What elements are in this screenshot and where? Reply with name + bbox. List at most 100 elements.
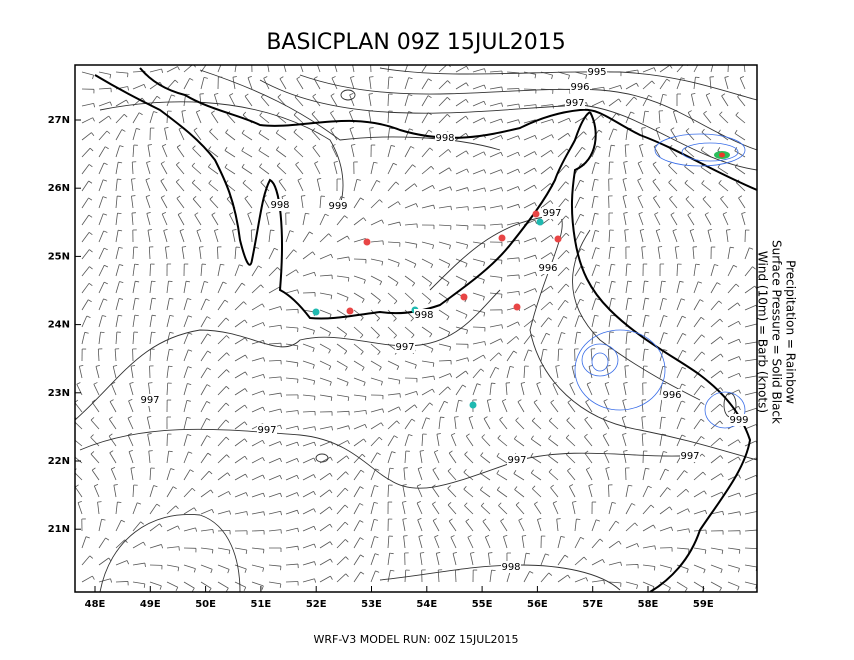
wind-barb bbox=[115, 129, 123, 141]
wind-barb bbox=[536, 383, 542, 396]
wind-barb-tick bbox=[702, 471, 706, 476]
wind-barb-tick bbox=[483, 312, 486, 317]
contour-label: 998 bbox=[414, 310, 433, 321]
wind-barb-tick bbox=[701, 128, 705, 133]
wind-barb-tick bbox=[118, 246, 123, 249]
wind-barb-tick bbox=[296, 492, 299, 497]
wind-barb bbox=[244, 95, 253, 107]
wind-barb bbox=[655, 230, 661, 243]
wind-barb-tick bbox=[518, 103, 520, 109]
wind-barb bbox=[109, 452, 117, 464]
wind-barb bbox=[370, 408, 383, 413]
wind-barb-tick bbox=[432, 185, 435, 190]
wind-barb bbox=[421, 275, 432, 284]
wind-barb bbox=[260, 182, 270, 192]
wind-barbs bbox=[75, 65, 757, 592]
wind-barb bbox=[472, 275, 485, 281]
wind-barb bbox=[234, 337, 246, 345]
wind-barb bbox=[224, 167, 236, 175]
wind-barb-tick bbox=[663, 349, 668, 352]
wind-barb bbox=[132, 145, 135, 158]
wind-barb bbox=[539, 366, 542, 379]
wind-barb-tick bbox=[663, 451, 668, 453]
wind-barb bbox=[514, 438, 525, 447]
wind-barb-tick bbox=[588, 483, 593, 486]
wind-barb bbox=[115, 99, 127, 107]
wind-barb bbox=[370, 422, 382, 430]
wind-barb bbox=[710, 282, 718, 294]
wind-barb bbox=[489, 118, 502, 124]
wind-barb-tick bbox=[151, 280, 156, 282]
wind-barb-tick bbox=[103, 247, 108, 251]
wind-barb-tick bbox=[296, 510, 300, 515]
wind-barb bbox=[421, 65, 428, 73]
wind-barb-tick bbox=[313, 491, 316, 496]
wind-barb bbox=[738, 197, 746, 209]
x-tick-label: 57E bbox=[582, 599, 603, 610]
wind-barb bbox=[557, 574, 568, 583]
wind-barb-tick bbox=[688, 528, 690, 533]
wind-barb-tick bbox=[656, 228, 661, 231]
wind-barb-tick bbox=[598, 129, 603, 133]
contour-label: 998 bbox=[501, 562, 520, 573]
wind-barb-tick bbox=[675, 246, 680, 248]
wind-barb bbox=[710, 581, 722, 589]
wind-barb-tick bbox=[416, 501, 421, 504]
wind-barb bbox=[81, 71, 94, 76]
wind-barb bbox=[131, 179, 134, 192]
wind-barb bbox=[552, 383, 559, 396]
wind-barb-tick bbox=[344, 215, 348, 219]
wind-barb bbox=[523, 349, 529, 362]
wind-barb-tick bbox=[410, 146, 415, 149]
wind-barb-tick bbox=[432, 518, 437, 521]
wind-barb bbox=[659, 65, 671, 73]
wind-barb bbox=[331, 146, 338, 158]
wind-barb-tick bbox=[330, 127, 335, 131]
wind-barb-tick bbox=[720, 473, 724, 478]
wind-barb-tick bbox=[409, 128, 414, 131]
wind-barb-tick bbox=[719, 587, 722, 592]
wind-barb bbox=[673, 111, 678, 124]
wind-barb bbox=[489, 187, 502, 192]
wind-barb-tick bbox=[737, 586, 740, 591]
wind-barb-tick bbox=[312, 330, 315, 335]
wind-barb bbox=[641, 417, 644, 430]
wind-barb-tick bbox=[584, 433, 588, 438]
wind-barb bbox=[175, 164, 185, 175]
wind-barb bbox=[353, 197, 361, 209]
wind-barb-tick bbox=[168, 365, 173, 368]
wind-barb bbox=[500, 520, 508, 532]
wind-barb-tick bbox=[289, 230, 294, 233]
wind-barb bbox=[693, 418, 702, 430]
wind-barb bbox=[90, 453, 100, 464]
wind-barb bbox=[693, 402, 702, 413]
wind-barb-tick bbox=[689, 228, 695, 232]
wind-barb-tick bbox=[432, 388, 435, 393]
wind-barb bbox=[719, 114, 729, 124]
contour-label: 996 bbox=[538, 263, 557, 274]
wind-barb bbox=[293, 131, 304, 141]
wind-barb-tick bbox=[263, 357, 266, 362]
wind-barb bbox=[285, 425, 298, 430]
wind-barb bbox=[336, 504, 346, 515]
wind-barb bbox=[622, 434, 627, 447]
wind-barb bbox=[472, 341, 485, 345]
wind-barb bbox=[98, 130, 108, 141]
wind-barb-tick bbox=[653, 195, 657, 199]
wind-barb-tick bbox=[191, 179, 196, 184]
wind-barb bbox=[81, 315, 88, 328]
wind-barb-tick bbox=[444, 400, 449, 404]
wind-barb-tick bbox=[738, 456, 741, 461]
wind-barb-tick bbox=[279, 441, 282, 446]
wind-barb-tick bbox=[417, 466, 423, 470]
wind-barb-tick bbox=[330, 575, 333, 580]
wind-barb-tick bbox=[206, 418, 211, 421]
wind-barb bbox=[659, 487, 668, 498]
wind-barb bbox=[115, 332, 118, 345]
wind-barb-tick bbox=[701, 385, 705, 389]
wind-barb-tick bbox=[414, 364, 417, 369]
wind-barb bbox=[727, 247, 731, 260]
wind-barb-tick bbox=[301, 195, 306, 197]
wind-barb-tick bbox=[121, 519, 126, 523]
wind-barb bbox=[200, 581, 212, 589]
